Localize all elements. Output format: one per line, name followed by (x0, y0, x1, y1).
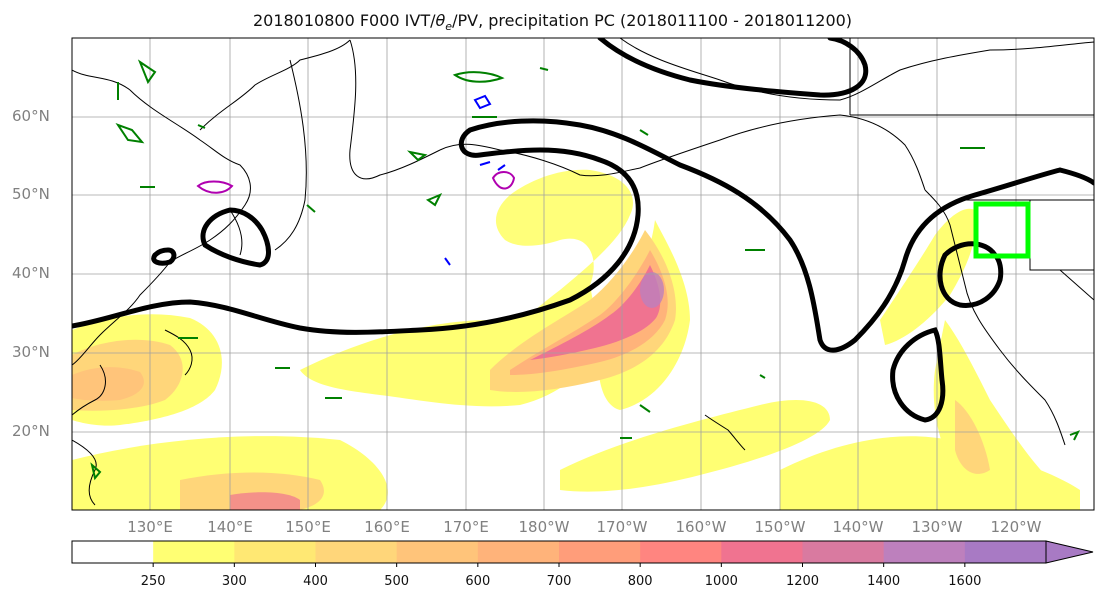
colorbar-segment (477, 541, 560, 563)
lon-label-160w: 160°W (675, 518, 727, 536)
map-title: 2018010800 F000 IVT/θe/PV, precipitation… (252, 11, 853, 34)
colorbar-tick-label: 1600 (948, 574, 982, 589)
pv-contours (90, 59, 1081, 481)
colorbar (71, 540, 1094, 567)
colorbar-tick-label: 800 (627, 574, 653, 589)
colorbar-segment (640, 541, 722, 563)
colorbar-tick-label: 700 (546, 574, 572, 589)
colorbar-tick-label: 1400 (867, 574, 901, 589)
blue-contours (444, 94, 506, 266)
colorbar-tick-label: 1200 (785, 574, 820, 589)
lon-label-170w: 170°W (596, 518, 648, 536)
lon-label-140w: 140°W (832, 518, 884, 536)
colorbar-segment (153, 541, 235, 563)
magenta-contours (196, 171, 516, 194)
colorbar-segment (72, 541, 154, 563)
lon-label-180w: 180°W (518, 518, 570, 536)
colorbar-tick-label: 600 (465, 574, 491, 589)
lon-label-170e: 170°E (443, 518, 489, 536)
lat-label-40n: 40°N (12, 264, 50, 282)
colorbar-segment (721, 541, 803, 563)
colorbar-segment (802, 541, 885, 563)
theta-e-contours (72, 38, 1094, 423)
target-region-box (973, 201, 1031, 259)
colorbar-tick-label: 500 (384, 574, 410, 589)
colorbar-extend-arrow (1045, 540, 1094, 564)
lon-label-120w: 120°W (990, 518, 1042, 536)
map-frame (71, 37, 1095, 511)
lon-label-160e: 160°E (364, 518, 410, 536)
colorbar-segment (396, 541, 479, 563)
colorbar-tick-label: 1000 (704, 574, 738, 589)
colorbar-segment (964, 541, 1047, 563)
coastlines (72, 38, 1094, 506)
lon-label-150e: 150°E (285, 518, 331, 536)
lat-label-30n: 30°N (12, 343, 50, 361)
lat-label-60n: 60°N (12, 107, 50, 125)
colorbar-segment (234, 541, 316, 563)
colorbar-segment (883, 541, 966, 563)
lon-label-130e: 130°E (127, 518, 173, 536)
graticule (72, 38, 1094, 510)
colorbar-segment (315, 541, 398, 563)
colorbar-tick-label: 300 (221, 574, 247, 589)
colorbar-tick-label: 250 (140, 574, 166, 589)
colorbar-segment (559, 541, 641, 563)
lat-label-50n: 50°N (12, 185, 50, 203)
lon-label-130w: 130°W (911, 518, 963, 536)
lon-label-150w: 150°W (754, 518, 806, 536)
lon-label-140e: 140°E (207, 518, 253, 536)
lat-label-20n: 20°N (12, 422, 50, 440)
colorbar-tick-label: 400 (303, 574, 328, 589)
